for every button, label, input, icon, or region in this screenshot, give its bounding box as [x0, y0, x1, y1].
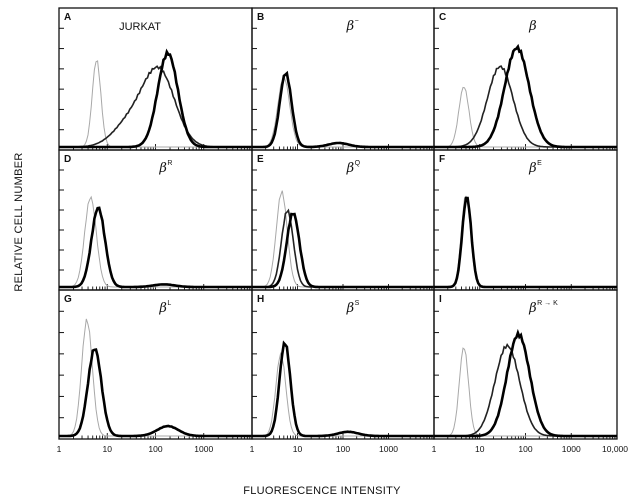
x-tick-label: 100	[336, 444, 350, 454]
panel-f-letter: F	[439, 154, 445, 165]
panel-i-label-superscript: R → K	[537, 300, 558, 307]
panel-c-series-1	[434, 86, 617, 148]
y-axis-title: RELATIVE CELL NUMBER	[13, 152, 25, 291]
panel-c-series-3	[434, 43, 617, 149]
panel-g-label: β	[158, 301, 167, 316]
panel-e-label-superscript: Q	[355, 160, 361, 167]
x-tick-label: 10,000	[602, 444, 628, 454]
panel-e: Eβ Q	[251, 149, 435, 291]
panel-i-frame	[433, 289, 618, 440]
panel-e-frame	[251, 149, 435, 291]
panel-b-label-superscript: −	[355, 18, 359, 25]
panel-h-label: β	[346, 301, 355, 316]
panel-b: Bβ −	[251, 7, 435, 151]
x-tick-label: 10	[293, 444, 303, 454]
panel-d-letter: D	[64, 154, 71, 165]
panel-f: Fβ E	[433, 149, 618, 291]
panel-e-letter: E	[257, 154, 264, 165]
x-tick-label: 10	[103, 444, 113, 454]
panel-f-series-2	[434, 196, 617, 289]
panel-a-letter: A	[64, 12, 71, 23]
x-axis-title: FLUORESCENCE INTENSITY	[243, 485, 401, 497]
x-tick-label: 1000	[562, 444, 581, 454]
panel-d-label: β	[158, 161, 167, 176]
panel-i-series-1	[434, 347, 617, 437]
panel-c-label: β	[528, 19, 537, 34]
panel-c-frame	[433, 7, 618, 151]
x-tick-label: 1	[432, 444, 437, 454]
x-tick-label: 100	[518, 444, 532, 454]
panel-d: Dβ R	[58, 149, 253, 291]
panel-f-frame	[433, 149, 618, 291]
panel-g-letter: G	[64, 294, 72, 305]
x-tick-label: 10	[475, 444, 485, 454]
panel-d-series-2	[59, 206, 252, 289]
panel-h-label-superscript: S	[355, 300, 360, 307]
panel-f-label: β	[528, 161, 537, 176]
panel-h: Hβ S	[251, 289, 435, 440]
panel-d-label-superscript: R	[167, 160, 172, 167]
panel-b-label: β	[346, 19, 355, 34]
panel-i-letter: I	[439, 294, 442, 305]
panel-i: Iβ R → K	[433, 289, 618, 440]
panel-g-frame	[58, 289, 253, 440]
panel-c: Cβ	[433, 7, 618, 151]
panel-h-letter: H	[257, 294, 264, 305]
panel-e-series-1	[252, 190, 434, 288]
panel-e-series-3	[252, 212, 434, 289]
panel-a: A JURKAT	[58, 7, 253, 151]
x-tick-label: 1	[250, 444, 255, 454]
x-tick-label: 100	[148, 444, 162, 454]
panel-c-series-2	[434, 65, 617, 148]
panel-h-frame	[251, 289, 435, 440]
panel-b-series-2	[252, 70, 434, 149]
panel-g: Gβ L	[58, 289, 253, 440]
x-tick-label: 1	[57, 444, 62, 454]
panel-f-label-superscript: E	[537, 160, 542, 167]
panel-b-frame	[251, 7, 435, 151]
panel-i-series-3	[434, 328, 617, 438]
panel-d-frame	[58, 149, 253, 291]
panel-a-label: JURKAT	[119, 21, 161, 33]
tick-labels-layer: 1 10 100 1000 1 10 100 1000 1 10 100 1000 10,000	[57, 444, 629, 454]
panel-g-label-superscript: L	[167, 300, 171, 307]
x-tick-label: 1000	[194, 444, 213, 454]
x-tick-label: 1000	[379, 444, 398, 454]
panel-e-label: β	[346, 161, 355, 176]
panel-a-series-3	[59, 48, 252, 149]
panel-g-series-2	[59, 348, 252, 438]
panel-d-series-1	[59, 195, 252, 288]
panel-c-letter: C	[439, 12, 446, 23]
panel-e-series-2	[252, 208, 434, 288]
panel-i-label: β	[528, 301, 537, 316]
panel-b-letter: B	[257, 12, 264, 23]
panel-h-series-2	[252, 340, 434, 438]
